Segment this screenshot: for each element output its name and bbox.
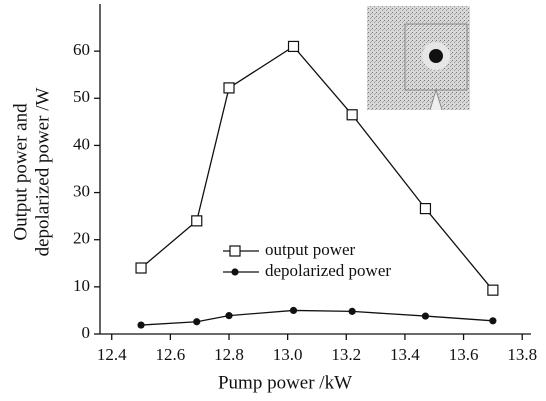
data-point <box>287 40 300 53</box>
x-tick-label: 12.8 <box>214 345 244 364</box>
x-tick-label: 13.8 <box>507 345 537 364</box>
data-point <box>346 109 358 121</box>
data-point <box>487 284 499 296</box>
data-point <box>135 262 147 274</box>
y-axis-label: depolarized power /W <box>32 88 53 257</box>
data-point <box>421 312 430 320</box>
data-point <box>225 312 233 320</box>
x-tick-label: 13.0 <box>273 345 303 364</box>
x-tick-label: 12.6 <box>155 345 185 364</box>
inset-image <box>367 6 470 111</box>
data-point <box>223 82 235 94</box>
data-point <box>137 321 145 329</box>
legend-label: depolarized power <box>265 261 391 280</box>
y-tick-label: 10 <box>73 276 90 295</box>
data-point <box>289 306 298 315</box>
x-tick-label: 13.4 <box>390 345 420 364</box>
data-point <box>191 215 203 227</box>
y-tick-label: 30 <box>73 181 90 200</box>
legend-marker <box>229 245 241 257</box>
legend-label: output power <box>265 240 356 259</box>
x-tick-label: 12.4 <box>97 345 127 364</box>
y-tick-label: 40 <box>73 134 90 153</box>
data-point <box>348 307 356 315</box>
y-tick-label: 60 <box>73 40 90 59</box>
data-point <box>193 318 201 326</box>
legend-marker <box>231 268 239 276</box>
y-axis-label: Output power and <box>10 103 31 241</box>
y-tick-label: 50 <box>73 87 90 106</box>
y-tick-label: 0 <box>82 323 91 342</box>
x-tick-label: 13.6 <box>449 345 479 364</box>
x-tick-label: 13.2 <box>331 345 361 364</box>
x-axis-label: Pump power /kW <box>218 372 352 393</box>
data-point <box>419 203 432 215</box>
y-tick-label: 20 <box>73 229 90 248</box>
data-point <box>489 317 497 325</box>
